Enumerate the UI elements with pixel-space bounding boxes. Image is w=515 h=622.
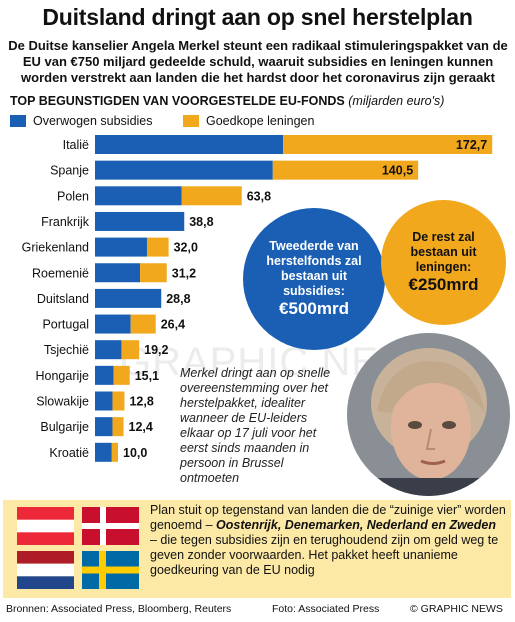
category-label-12: Kroatië [49, 446, 89, 460]
bar-subsidies-5 [95, 263, 141, 283]
bar-subsidies-2 [95, 186, 182, 206]
bar-subsidies-10 [95, 391, 113, 411]
category-label-4: Griekenland [22, 241, 89, 255]
bar-total-label-8: 19,2 [144, 343, 168, 357]
subsidies-circle-text: Tweederde van herstelfonds zal bestaan u… [266, 239, 362, 298]
legend-subsidies: Overwogen subsidies [10, 114, 153, 128]
bar-subsidies-11 [95, 417, 113, 437]
austria-flag-icon [17, 507, 74, 545]
merkel-note: Merkel dringt aan op snelle overeenstemm… [180, 366, 331, 485]
bar-loans-7 [130, 314, 156, 334]
category-label-0: Italië [63, 138, 89, 152]
category-label-11: Bulgarije [40, 420, 89, 434]
frugal-countries: Oostenrijk, Denemarken, Nederland en Zwe… [216, 518, 496, 532]
subsidies-circle-amount: €500mrd [279, 299, 349, 318]
portrait-illustration [347, 333, 510, 496]
bar-total-label-5: 31,2 [172, 266, 196, 280]
bar-total-label-0: 172,7 [456, 138, 487, 152]
chart-unit: (miljarden euro's) [348, 94, 445, 108]
bar-subsidies-0 [95, 135, 284, 154]
footer-photo-credit: Foto: Associated Press [272, 603, 380, 615]
chart-title: TOP BEGUNSTIGDEN VAN VOORGESTELDE EU-FON… [10, 94, 444, 108]
bar-loans-9 [113, 365, 130, 385]
footer-copyright: © GRAPHIC NEWS [410, 603, 503, 615]
bar-total-label-7: 26,4 [161, 318, 185, 332]
bar-total-label-12: 10,0 [123, 446, 147, 460]
category-label-3: Frankrijk [41, 215, 90, 229]
bar-total-label-6: 28,8 [166, 292, 190, 306]
legend-swatch-loans [183, 115, 199, 127]
loans-circle-amount: €250mrd [408, 275, 479, 294]
bar-total-label-4: 32,0 [174, 241, 198, 255]
bar-loans-4 [146, 237, 169, 257]
denmark-flag-icon [82, 507, 139, 545]
sweden-flag-icon [82, 551, 139, 589]
bar-total-label-1: 140,5 [382, 164, 413, 178]
loans-circle-text: De rest zal bestaan uit leningen: [410, 230, 477, 274]
category-label-6: Duitsland [37, 292, 89, 306]
bar-loans-0 [283, 135, 493, 154]
bar-total-label-9: 15,1 [135, 369, 159, 383]
legend-label-subsidies: Overwogen subsidies [33, 114, 153, 128]
category-label-10: Slowakije [36, 395, 89, 409]
bar-loans-12 [111, 442, 118, 462]
bar-subsidies-6 [95, 288, 162, 308]
bar-subsidies-9 [95, 365, 114, 385]
footer-sources: Bronnen: Associated Press, Bloomberg, Re… [6, 603, 232, 615]
category-label-5: Roemenië [32, 266, 89, 280]
bar-subsidies-12 [95, 442, 112, 462]
subsidies-circle: Tweederde van herstelfonds zal bestaan u… [243, 208, 385, 350]
bar-loans-8 [121, 340, 140, 360]
category-label-7: Portugal [42, 318, 89, 332]
bar-total-label-10: 12,8 [129, 395, 153, 409]
page-subtitle: De Duitse kanselier Angela Merkel steunt… [8, 38, 508, 85]
category-label-2: Polen [57, 189, 89, 203]
bar-subsidies-4 [95, 237, 147, 257]
page-title: Duitsland dringt aan op snel herstelplan [42, 4, 473, 30]
bar-loans-10 [112, 391, 125, 411]
chart-title-text: TOP BEGUNSTIGDEN VAN VOORGESTELDE EU-FON… [10, 94, 345, 108]
loans-circle: De rest zal bestaan uit leningen: €250mr… [381, 200, 506, 325]
bar-total-label-11: 12,4 [129, 420, 153, 434]
legend-swatch-subsidies [10, 115, 26, 127]
netherlands-flag-icon [17, 551, 74, 589]
bar-loans-1 [272, 160, 419, 180]
bar-loans-11 [112, 417, 124, 437]
bar-loans-2 [181, 186, 242, 206]
legend-label-loans: Goedkope leningen [206, 114, 315, 128]
frugal-four-text: Plan stuit op tegenstand van landen die … [150, 503, 506, 578]
merkel-portrait [347, 333, 510, 496]
bar-subsidies-3 [95, 211, 185, 231]
bar-total-label-2: 63,8 [247, 189, 271, 203]
bar-total-label-3: 38,8 [189, 215, 213, 229]
bar-chart: Italië 172,7 Spanje 140,5 Polen 63,8 Frankrijk… [22, 135, 493, 462]
bar-subsidies-1 [95, 160, 273, 180]
frugal-text-after: – die tegen subsidies zijn en terughoude… [150, 533, 499, 577]
legend-loans: Goedkope leningen [183, 114, 314, 128]
category-label-9: Hongarije [35, 369, 89, 383]
bar-subsidies-7 [95, 314, 131, 334]
bar-subsidies-8 [95, 340, 122, 360]
category-label-1: Spanje [50, 164, 89, 178]
frugal-text-before: Plan stuit op tegenstand van landen die … [150, 503, 506, 532]
bar-loans-5 [140, 263, 167, 283]
category-label-8: Tsjechië [44, 343, 89, 357]
